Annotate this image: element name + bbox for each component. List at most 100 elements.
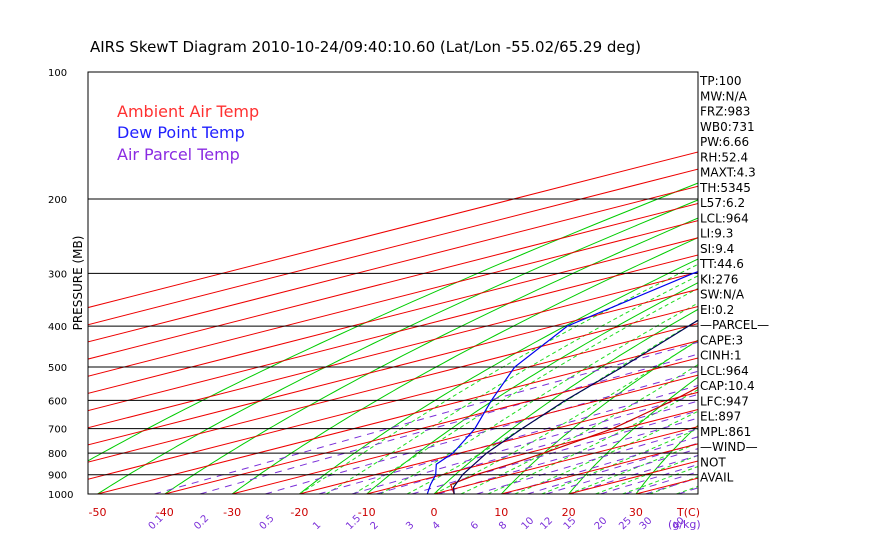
mixing-ratio-label: 0.5 [258, 513, 277, 532]
dry-adiabat [366, 282, 698, 494]
mixing-ratio-line [545, 448, 698, 494]
index-value: CAPE:3 [700, 333, 743, 347]
index-value: CINH:1 [700, 349, 742, 363]
pressure-tick-label: 900 [48, 471, 67, 482]
isotherm [88, 323, 698, 480]
moist-adiabat [460, 364, 698, 494]
mixing-ratio-line [154, 341, 698, 494]
index-value: LI:9.3 [700, 227, 733, 241]
isotherm [97, 340, 698, 494]
mixing-ratio-line [411, 410, 698, 494]
isotherm [88, 305, 698, 463]
index-value: MW:N/A [700, 89, 748, 103]
moist-adiabat [406, 319, 698, 494]
index-value: EI:0.2 [700, 303, 734, 317]
bottom-temp-tick-label: -50 [89, 506, 107, 519]
index-value: TH:5345 [699, 181, 751, 195]
mixing-ratio-line [504, 436, 698, 494]
bottom-temp-tick-label: -30 [223, 506, 241, 519]
index-value: LCL:964 [700, 364, 749, 378]
index-value: LCL:964 [700, 211, 749, 225]
mixing-ratio-line [351, 393, 698, 494]
index-value: KI:276 [700, 272, 738, 286]
index-value: L57:6.2 [700, 196, 745, 210]
mixing-ratio-label: 2 [369, 520, 381, 532]
index-value: SW:N/A [700, 288, 745, 302]
parcel-temp-line [452, 319, 698, 494]
mixing-ratio-label: 1 [311, 520, 323, 532]
mixing-ratio-label: 10 [520, 515, 537, 532]
bottom-temp-tick-label: -20 [290, 506, 308, 519]
mixing-ratio-unit-label: (g/kg) [668, 518, 701, 531]
mixing-ratio-label: 3 [404, 520, 416, 532]
index-value: MAXT:4.3 [700, 166, 756, 180]
moist-adiabat [379, 302, 698, 494]
dry-adiabat [500, 339, 698, 494]
moist-adiabat [541, 428, 698, 494]
index-value: RH:52.4 [700, 150, 748, 164]
pressure-tick-label: 600 [48, 396, 67, 407]
dew-point-line [426, 271, 698, 494]
index-value: LFC:947 [700, 394, 749, 408]
index-value: AVAIL [700, 471, 734, 485]
mixing-ratio-line [527, 442, 698, 494]
index-value: —WIND— [700, 440, 758, 454]
index-value: CAP:10.4 [700, 379, 755, 393]
moist-adiabat [352, 287, 698, 494]
mixing-ratio-line [318, 384, 698, 494]
index-value: MPL:861 [700, 425, 751, 439]
mixing-ratio-label: 20 [593, 515, 610, 532]
pressure-tick-label: 300 [48, 269, 67, 280]
pressure-tick-label: 400 [48, 322, 67, 333]
isotherm [366, 408, 698, 494]
bottom-temp-tick-label: 10 [494, 506, 508, 519]
dry-adiabat [635, 424, 698, 494]
mixing-ratio-label: 6 [469, 520, 481, 532]
legend-ambient: Ambient Air Temp [117, 102, 259, 121]
bottom-temp-tick-label: 20 [562, 506, 576, 519]
index-value: EL:897 [700, 410, 741, 424]
mixing-ratio-label: 8 [497, 520, 509, 532]
isotherm [88, 271, 698, 429]
dry-adiabat [771, 72, 870, 494]
y-axis-label: PRESSURE (MB) [71, 236, 85, 331]
mixing-ratio-line [476, 428, 698, 494]
chart-title: AIRS SkewT Diagram 2010-10-24/09:40:10.6… [90, 38, 641, 56]
index-value: PW:6.66 [700, 135, 749, 149]
pressure-tick-label: 200 [48, 195, 67, 206]
moist-adiabat [326, 275, 698, 494]
dry-adiabat [231, 237, 698, 494]
index-value: SI:9.4 [700, 242, 734, 256]
isotherm [164, 357, 698, 494]
ambient-temp-line [449, 386, 698, 494]
dry-adiabat [838, 72, 870, 494]
isotherm [88, 288, 698, 446]
isotherm [231, 374, 698, 494]
isotherm [88, 168, 698, 326]
isotherm [88, 151, 698, 309]
mixing-ratio-label: 12 [538, 515, 555, 532]
legend-dewpoint: Dew Point Temp [117, 123, 245, 142]
mixing-ratio-line [645, 477, 698, 494]
isotherm [88, 237, 698, 394]
mixing-ratio-line [437, 417, 698, 494]
x-axis-unit-label: T(C) [676, 506, 700, 519]
moist-adiabat [487, 389, 698, 494]
mixing-ratio-label: 0.2 [192, 513, 211, 532]
pressure-tick-label: 500 [48, 363, 67, 374]
dry-adiabat [433, 308, 698, 494]
isotherm [88, 185, 698, 343]
dry-adiabat [568, 376, 698, 494]
plot-frame [87, 71, 699, 495]
isotherm [88, 254, 698, 412]
bottom-temp-tick-label: -10 [358, 506, 376, 519]
bottom-temp-tick-label: 0 [431, 506, 438, 519]
isotherm [88, 220, 698, 377]
index-value: TP:100 [699, 74, 742, 88]
index-value: TT:44.6 [699, 257, 744, 271]
isotherm [501, 443, 698, 494]
moist-adiabat [299, 263, 698, 494]
isotherm [299, 391, 698, 494]
index-value: WB0:731 [700, 120, 755, 134]
